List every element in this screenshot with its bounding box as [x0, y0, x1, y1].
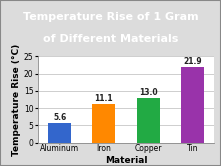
Text: 5.6: 5.6: [53, 113, 66, 122]
Text: 21.9: 21.9: [183, 57, 202, 66]
Bar: [137, 98, 160, 143]
Bar: [92, 104, 115, 143]
Text: of Different Materials: of Different Materials: [43, 34, 178, 44]
Text: 11.1: 11.1: [95, 94, 113, 103]
Text: Temperature Rise of 1 Gram: Temperature Rise of 1 Gram: [23, 12, 198, 22]
Text: 13.0: 13.0: [139, 88, 157, 97]
X-axis label: Material: Material: [105, 156, 147, 165]
Y-axis label: Temperature Rise (°C): Temperature Rise (°C): [12, 43, 21, 156]
Bar: [48, 124, 71, 143]
Bar: [181, 67, 204, 143]
